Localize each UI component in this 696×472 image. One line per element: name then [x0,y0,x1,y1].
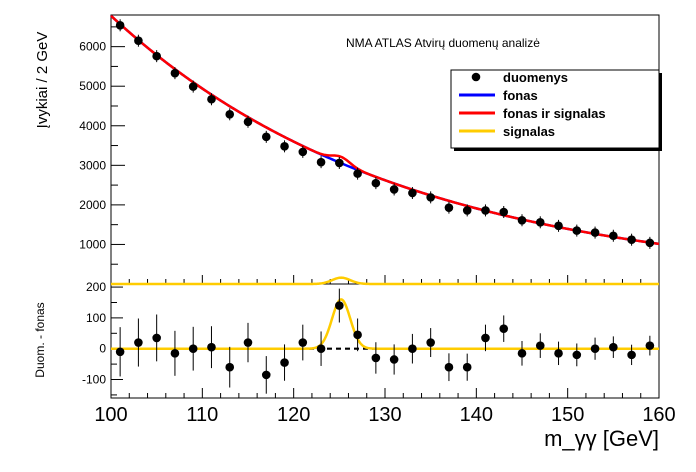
top-data-point [335,158,344,168]
top-data-point [426,193,435,202]
top-data-point [609,231,618,241]
top-data-point [207,94,216,104]
top-data-point [261,132,271,142]
legend: duomenys fonas fonas ir signalas signalas [450,69,662,151]
bottom-data-point [152,333,161,343]
top-data-point [462,206,472,215]
bottom-data-point [426,338,435,347]
top-data-point [408,188,417,198]
bottom-data-point [590,344,600,354]
bottom-data-points [115,288,655,394]
top-data-point [316,157,326,167]
bottom-data-point [462,362,472,372]
legend-label: duomenys [503,70,568,85]
top-data-point [188,82,198,91]
top-data-point [517,216,527,225]
bottom-data-point [389,355,399,364]
legend-label: fonas [503,88,538,103]
top-data-point [554,221,563,231]
top-data-point [353,169,362,178]
bottom-data-point [188,344,198,354]
x-tick-label: 100 [94,404,127,426]
top-data-point [225,109,235,119]
bottom-curves [111,298,659,350]
bottom-data-point [535,341,545,350]
chart-annotation: NMA ATLAS Atvirų duomenų analizė [346,36,540,50]
top-data-point [481,206,490,215]
top-data-point [298,147,308,157]
bottom-data-point [207,342,216,352]
bottom-data-point [115,347,125,357]
bottom-data-point [481,333,490,343]
bottom-y-tick-label: -100 [82,373,106,387]
bottom-data-point [408,344,417,354]
x-tick-label: 110 [186,404,218,426]
bottom-data-point [243,338,253,347]
top-data-point [535,217,545,227]
bottom-data-point [261,370,271,380]
top-data-point [115,20,125,30]
top-y-tick-label: 1000 [79,237,106,251]
x-tick-label: 130 [368,404,401,426]
bottom-data-point [517,349,527,358]
top-y-tick-label: 5000 [79,79,106,93]
top-axis: 1000 2000 3000 4000 5000 6000 [79,26,660,284]
bottom-y-tick-label: 100 [86,311,106,325]
legend-marker [471,72,481,82]
bottom-data-point [225,362,235,372]
x-tick-label: 140 [460,404,493,426]
bottom-data-point [645,341,655,350]
signal-curve-bottom [111,298,659,350]
legend-label: fonas ir signalas [503,106,606,121]
bottom-data-point [134,338,143,347]
bottom-data-point [554,349,563,358]
top-data-point [371,178,381,188]
bottom-axis: -100 0 100 200 100 110 120 130 140 150 160 [82,280,676,426]
top-data-point [134,36,143,46]
top-data-point [627,235,636,244]
bottom-data-point [627,350,636,360]
bottom-y-axis-label: Duom. - fonas [33,302,47,377]
top-data-point [243,117,253,127]
top-data-point [590,228,600,237]
top-data-point [499,207,509,217]
top-y-tick-label: 4000 [79,119,106,133]
x-tick-label: 120 [277,404,310,426]
top-data-points [115,19,655,249]
top-data-point [444,203,454,212]
top-y-axis-label: Įvykiai / 2 GeV [34,32,51,129]
x-tick-label: 150 [551,404,584,426]
bottom-data-point [353,330,362,340]
bottom-data-point [371,353,381,363]
bottom-y-tick-label: 0 [99,342,106,356]
top-data-point [645,238,655,248]
bottom-data-point [444,362,454,372]
bottom-data-point [335,301,344,310]
top-data-point [170,68,180,78]
top-y-tick-label: 2000 [79,198,106,212]
x-tick-label: 160 [642,404,675,426]
top-y-tick-label: 6000 [79,40,106,54]
bottom-data-point [499,324,509,333]
x-axis-label: m_γγ [GeV] [544,426,659,451]
bottom-data-point [170,349,180,358]
legend-label: signalas [503,124,555,139]
top-y-tick-label: 3000 [79,158,106,172]
top-data-point [280,142,289,151]
signal-curve-top [111,276,659,286]
signal-plus-background-curve [110,14,660,246]
legend-box [450,69,660,149]
top-data-point [152,51,161,61]
top-data-point [572,226,582,235]
bottom-data-point [572,350,582,360]
bottom-data-point [280,358,289,367]
bottom-data-point [298,338,308,347]
bottom-y-tick-label: 200 [86,280,106,294]
top-data-point [389,185,399,194]
bottom-data-point [609,342,618,352]
bottom-data-point [316,344,326,354]
top-curves [110,14,660,286]
